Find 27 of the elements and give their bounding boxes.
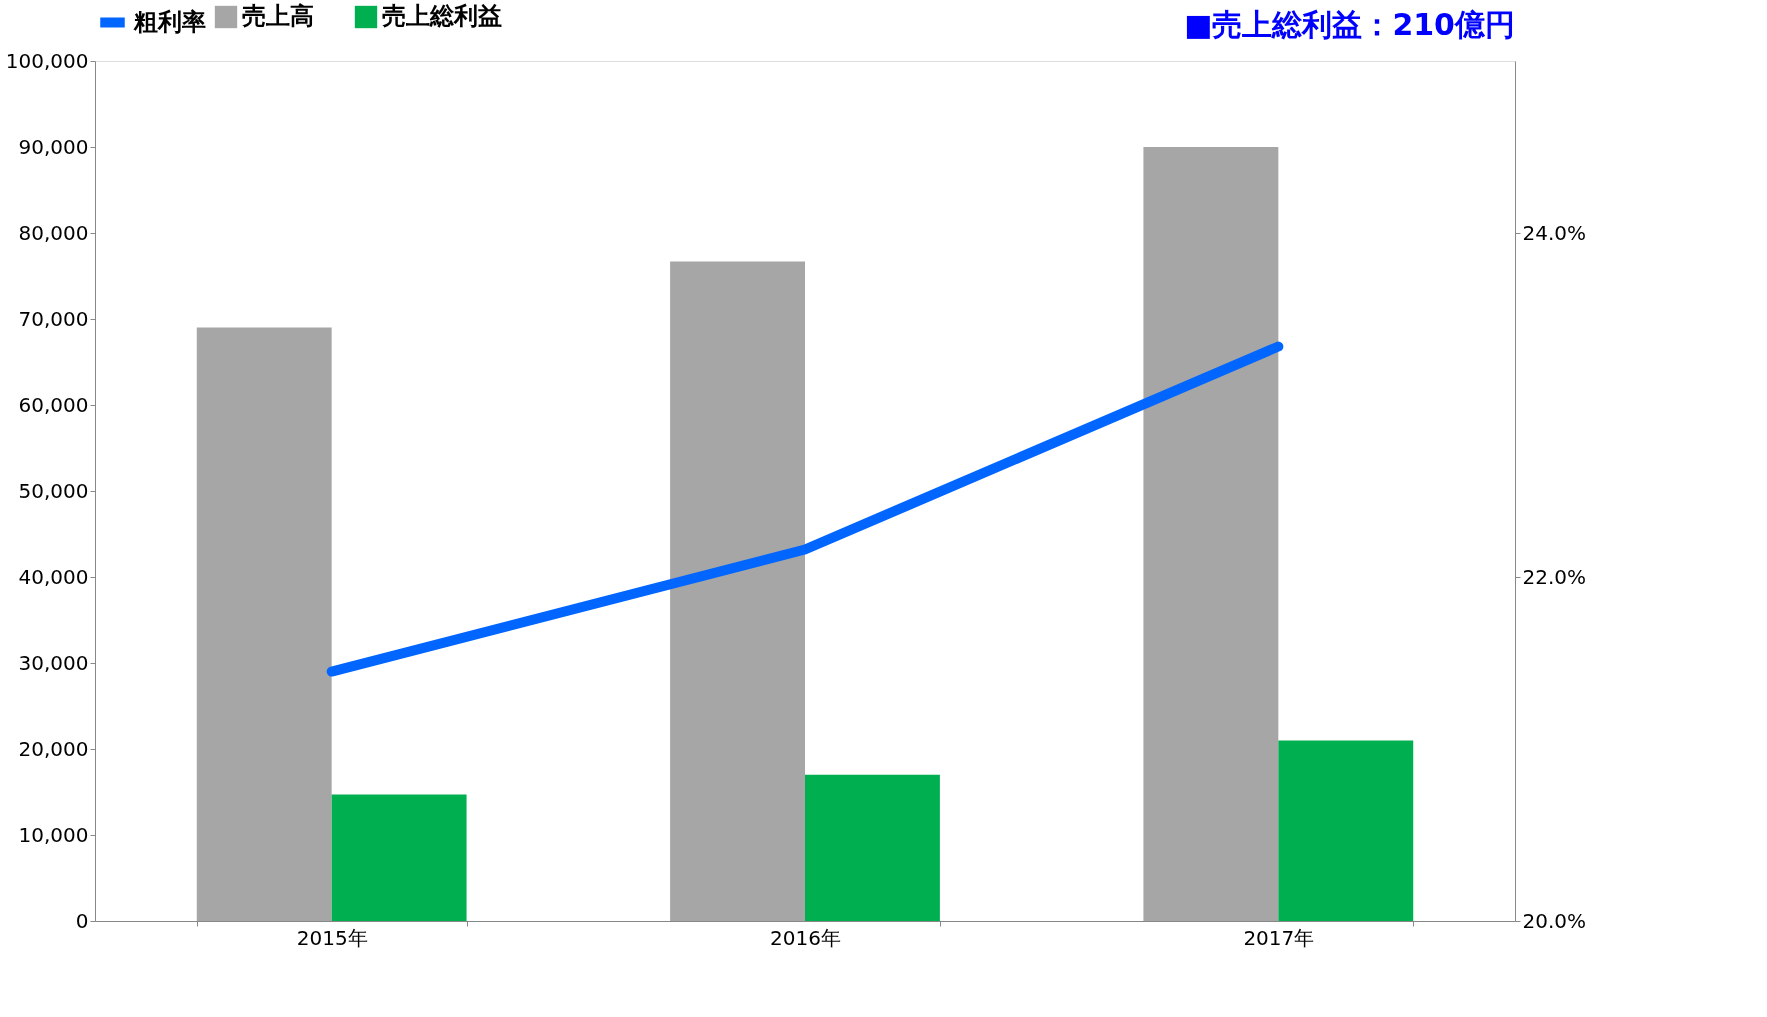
y-tick-label: 20,000: [18, 736, 89, 761]
y-tick-label: 60,000: [18, 392, 89, 417]
y-tick-label: 40,000: [18, 564, 89, 589]
y2-tick-label: 20.0%: [1522, 908, 1587, 933]
bar: [331, 794, 467, 921]
text: ■売上総利益：210億円: [1184, 7, 1515, 42]
y-tick-label: 10,000: [18, 822, 89, 847]
bar: [805, 774, 940, 921]
y-tick-label: 30,000: [18, 650, 89, 675]
x-tick-label: 2016年: [770, 925, 841, 950]
x-tick-label: 2017年: [1243, 925, 1315, 950]
bar: [1143, 147, 1279, 921]
bar: [670, 261, 805, 921]
y-tick-label: 70,000: [18, 306, 89, 331]
y2-tick-label: 22.0%: [1522, 564, 1587, 589]
bar: [196, 327, 332, 921]
y-tick-label: 80,000: [18, 220, 89, 245]
legend-label: 売上高: [242, 2, 314, 30]
y-tick-label: 0: [75, 908, 89, 933]
y-tick-label: 50,000: [18, 478, 89, 503]
legend-label: 売上総利益: [382, 2, 502, 30]
legend-label: 粗利率: [133, 7, 206, 36]
x-tick-label: 2015年: [296, 925, 368, 950]
bar: [1278, 740, 1414, 921]
y-tick-label: 100,000: [5, 48, 89, 73]
y2-tick-label: 24.0%: [1522, 220, 1587, 245]
y-tick-label: 90,000: [18, 134, 89, 159]
